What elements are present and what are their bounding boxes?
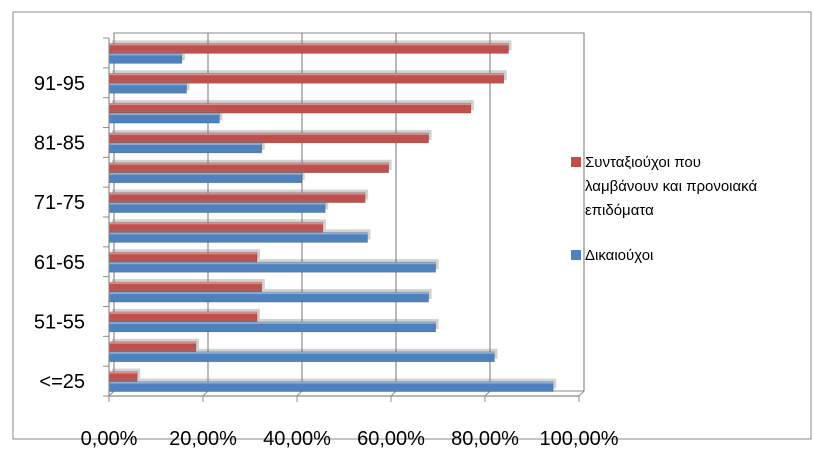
bar-red-3-highlight [109,282,262,285]
bar-red-2-highlight [109,311,258,314]
bar-blue-8-highlight [109,142,262,145]
bar-red-9-highlight [109,103,471,106]
bar-blue-9-highlight [109,113,220,116]
bar-red-0-highlight [109,371,138,374]
x-tick-label: 100,00% [540,428,619,450]
bar-red-10-highlight [109,73,504,76]
bar-blue-0-highlight [109,381,554,384]
y-tick-label: 71-75 [34,192,85,214]
legend-label-blue: Δικαιούχοι [585,247,653,264]
bar-red-1-highlight [109,341,196,344]
legend-label-line: Συνταξιούχοι που [585,154,701,171]
y-axis-ticks: <=25 51-55 61-65 71-75 81-85 91-95 [34,73,85,393]
bar-red-6-highlight [109,192,366,195]
bar-red-7-highlight [109,162,389,165]
x-axis-ticks: 0,00% 20,00% 40,00% 60,00% 80,00% 100,00% [81,396,619,450]
legend-label-red: Συνταξιούχοι που λαμβάνουν και προνοιακά ε… [585,154,757,219]
gridline-floor [390,390,397,397]
bar-blue-7-highlight [109,172,302,175]
bar-blue-6-highlight [109,202,326,205]
bar-blue-2-highlight [109,321,436,324]
x-tick-label: 0,00% [81,428,138,450]
x-tick-label: 60,00% [357,428,425,450]
bar-blue-3-highlight [109,292,429,295]
bar-blue-11-highlight [109,53,182,56]
legend-label-line: επιδόματα [585,202,654,219]
bar-blue-10-highlight [109,83,187,86]
y-tick-label: 91-95 [34,73,85,95]
bar-red-4-highlight [109,252,258,255]
bar-blue-4-highlight [109,262,436,265]
gridline-floor [578,390,585,397]
gridline-floor [296,390,303,397]
bar-red-8-highlight [109,132,429,135]
y-tick-label: 51-55 [34,311,85,333]
x-tick-label: 80,00% [451,428,519,450]
bar-blue-1-highlight [109,351,495,354]
y-tick-label: 61-65 [34,252,85,274]
legend-swatch-blue [571,250,581,260]
axes [103,37,579,397]
y-tick-label: <=25 [39,371,85,393]
y-tick-label: 81-85 [34,132,85,154]
legend-swatch-red [571,157,581,167]
bar-red-11-highlight [109,43,509,46]
gridline-floor [202,390,209,397]
bar-red-5-highlight [109,222,323,225]
legend-label-line: λαμβάνουν και προνοιακά [585,178,757,195]
x-tick-label: 20,00% [169,428,237,450]
bars [108,40,557,392]
x-tick-label: 40,00% [263,428,331,450]
gridline-floor [484,390,491,397]
bar-blue-5-highlight [109,232,368,235]
legend: Συνταξιούχοι που λαμβάνουν και προνοιακά ε… [571,154,757,264]
gridline-floor [108,390,115,397]
